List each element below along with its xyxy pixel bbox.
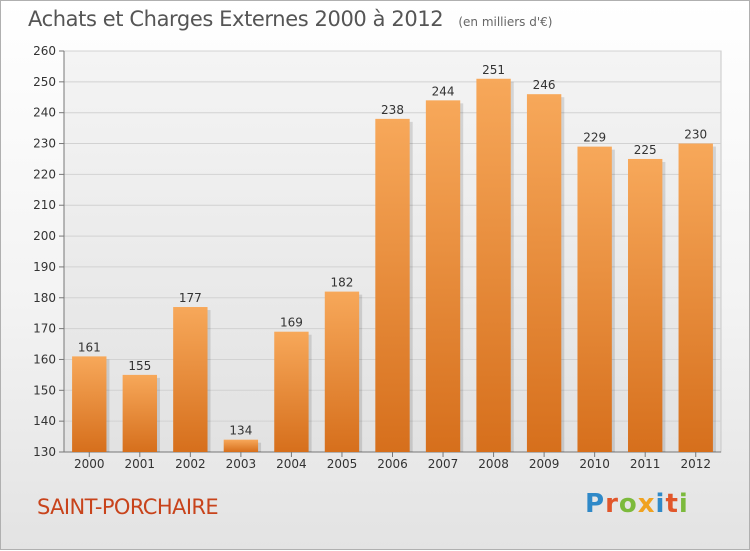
bar	[628, 158, 663, 452]
bar-value-label: 229	[583, 131, 606, 145]
y-tick-label: 230	[33, 137, 56, 151]
bar	[425, 100, 461, 452]
x-tick-label: 2005	[327, 457, 358, 471]
y-tick-label: 180	[33, 291, 56, 305]
title-row: Achats et Charges Externes 2000 à 2012 (…	[28, 7, 552, 31]
bar	[577, 146, 612, 452]
y-tick-label: 210	[33, 198, 56, 212]
y-tick-label: 160	[33, 352, 56, 366]
x-tick-label: 2002	[175, 457, 206, 471]
bar	[375, 118, 410, 452]
bar-value-label: 246	[533, 78, 556, 92]
y-tick-label: 200	[33, 229, 56, 243]
x-tick-label: 2001	[125, 457, 156, 471]
bar	[223, 439, 259, 452]
bar-value-label: 169	[280, 316, 303, 330]
x-tick-label: 2011	[630, 457, 661, 471]
logo-letter: i	[655, 489, 666, 519]
x-tick-label: 2007	[428, 457, 459, 471]
bar	[526, 94, 562, 452]
bar-value-label: 155	[128, 359, 151, 373]
y-tick-label: 260	[33, 44, 56, 58]
logo-letter: x	[637, 489, 656, 519]
proxiti-logo[interactable]: Proxiti	[585, 489, 689, 519]
bar	[72, 356, 107, 452]
bar	[476, 78, 511, 452]
logo-letter: i	[678, 489, 689, 519]
y-tick-label: 250	[33, 75, 56, 89]
bar-value-label: 182	[331, 276, 354, 290]
y-tick-label: 220	[33, 167, 56, 181]
x-tick-label: 2003	[226, 457, 257, 471]
logo-letter: r	[605, 489, 619, 519]
x-tick-label: 2012	[680, 457, 711, 471]
bar	[324, 291, 360, 452]
logo-letter: t	[665, 489, 679, 519]
y-tick-label: 150	[33, 383, 56, 397]
chart-title: Achats et Charges Externes 2000 à 2012	[28, 7, 444, 31]
x-tick-label: 2006	[377, 457, 408, 471]
x-tick-label: 2008	[478, 457, 509, 471]
y-tick-label: 240	[33, 106, 56, 120]
y-tick-label: 130	[33, 445, 56, 459]
bar-value-label: 177	[179, 291, 202, 305]
x-tick-label: 2009	[529, 457, 560, 471]
bar-value-label: 230	[684, 128, 707, 142]
commune-name: SAINT-PORCHAIRE	[37, 495, 219, 519]
bar-value-label: 251	[482, 63, 505, 77]
bar	[122, 374, 157, 452]
bar	[173, 307, 208, 452]
x-tick-label: 2010	[579, 457, 610, 471]
bar-value-label: 244	[432, 84, 455, 98]
bar-value-label: 134	[229, 424, 252, 438]
x-tick-label: 2000	[74, 457, 105, 471]
logo-letter: o	[618, 489, 638, 519]
x-tick-label: 2004	[276, 457, 307, 471]
y-tick-label: 190	[33, 260, 56, 274]
y-tick-label: 170	[33, 322, 56, 336]
bar-value-label: 225	[634, 143, 657, 157]
logo-letter: P	[585, 489, 606, 519]
bar-value-label: 161	[78, 340, 101, 354]
bar-value-label: 238	[381, 103, 404, 117]
y-tick-label: 140	[33, 414, 56, 428]
bar	[678, 143, 713, 453]
bar	[274, 331, 309, 452]
chart-subtitle: (en milliers d'€)	[458, 15, 553, 29]
